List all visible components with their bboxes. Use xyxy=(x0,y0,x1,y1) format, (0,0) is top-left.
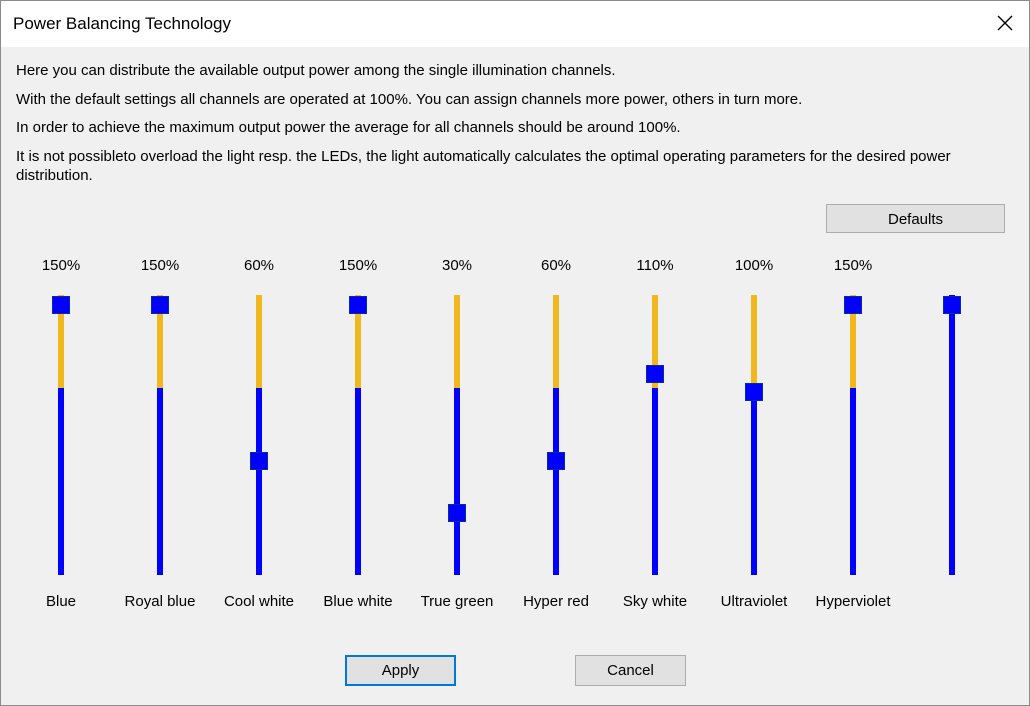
slider-base-segment xyxy=(751,388,757,575)
description-line-3: In order to achieve the maximum output p… xyxy=(16,119,681,136)
description-line-4: It is not possibleto overload the light … xyxy=(16,148,951,184)
slider-base-segment xyxy=(850,388,856,575)
close-icon[interactable] xyxy=(993,11,1017,35)
channel-value-label: 150% xyxy=(140,257,180,274)
slider-thumb[interactable] xyxy=(349,296,367,314)
slider-thumb[interactable] xyxy=(250,452,268,470)
slider-track[interactable] xyxy=(454,295,460,575)
channel-slider: 60% Cool white xyxy=(209,251,309,621)
apply-button[interactable]: Apply xyxy=(345,655,456,686)
channel-value-label: 110% xyxy=(636,257,674,274)
channel-slider: 100% Ultraviolet xyxy=(704,251,804,621)
defaults-button[interactable]: Defaults xyxy=(826,204,1005,233)
description-line-2: With the default settings all channels a… xyxy=(16,91,803,108)
slider-boost-segment xyxy=(553,295,559,389)
slider-boost-segment xyxy=(58,295,64,389)
slider-boost-segment xyxy=(850,295,856,389)
channel-name-label: Blue xyxy=(45,593,77,610)
slider-base-segment xyxy=(553,388,559,575)
channel-value-label: 150% xyxy=(41,257,81,274)
slider-thumb[interactable] xyxy=(448,504,466,522)
slider-base-segment xyxy=(58,388,64,575)
channel-name-label: Hyper red xyxy=(523,593,589,610)
slider-boost-segment xyxy=(751,295,757,389)
slider-thumb[interactable] xyxy=(844,296,862,314)
slider-track[interactable] xyxy=(256,295,262,575)
slider-track[interactable] xyxy=(157,295,163,575)
channel-name-label: Royal blue xyxy=(124,593,196,610)
slider-base-segment xyxy=(355,388,361,575)
slider-thumb[interactable] xyxy=(151,296,169,314)
slider-boost-segment xyxy=(652,295,658,389)
channel-slider xyxy=(902,251,1002,621)
channel-name-label: Cool white xyxy=(223,593,295,610)
slider-thumb[interactable] xyxy=(547,452,565,470)
slider-track[interactable] xyxy=(751,295,757,575)
channel-name-label: Blue white xyxy=(323,593,393,610)
channel-value-label: 30% xyxy=(441,257,473,274)
channel-value-label: 60% xyxy=(540,257,572,274)
slider-track[interactable] xyxy=(553,295,559,575)
slider-boost-segment xyxy=(949,295,955,389)
channel-slider: 110% Sky white xyxy=(605,251,705,621)
channel-value-label: 60% xyxy=(243,257,275,274)
slider-base-segment xyxy=(256,388,262,575)
channel-name-label: True green xyxy=(420,593,494,610)
slider-base-segment xyxy=(454,388,460,575)
channel-slider: 60% Hyper red xyxy=(506,251,606,621)
channel-slider: 150% Blue white xyxy=(308,251,408,621)
slider-thumb[interactable] xyxy=(52,296,70,314)
channel-slider: 30% True green xyxy=(407,251,507,621)
cancel-button[interactable]: Cancel xyxy=(575,655,686,686)
slider-track[interactable] xyxy=(949,295,955,575)
channel-name-label: Hyperviolet xyxy=(815,593,891,610)
slider-boost-segment xyxy=(454,295,460,389)
channel-slider: 150% Royal blue xyxy=(110,251,210,621)
description-line-1: Here you can distribute the available ou… xyxy=(16,62,616,79)
slider-base-segment xyxy=(652,388,658,575)
slider-base-segment xyxy=(949,388,955,575)
slider-track[interactable] xyxy=(58,295,64,575)
slider-base-segment xyxy=(157,388,163,575)
channel-slider: 150% Hyperviolet xyxy=(803,251,903,621)
channel-value-label: 150% xyxy=(833,257,873,274)
slider-boost-segment xyxy=(256,295,262,389)
channel-value-label: 150% xyxy=(338,257,378,274)
slider-boost-segment xyxy=(355,295,361,389)
slider-thumb[interactable] xyxy=(943,296,961,314)
window-title: Power Balancing Technology xyxy=(13,14,231,33)
slider-thumb[interactable] xyxy=(745,382,763,401)
title-bar: Power Balancing Technology xyxy=(1,1,1029,47)
slider-track[interactable] xyxy=(652,295,658,575)
channel-name-label: Ultraviolet xyxy=(720,593,788,610)
channel-slider: 150% Blue xyxy=(11,251,111,621)
channel-value-label: 100% xyxy=(734,257,774,274)
slider-boost-segment xyxy=(157,295,163,389)
slider-track[interactable] xyxy=(355,295,361,575)
slider-thumb[interactable] xyxy=(646,365,664,384)
channel-name-label: Sky white xyxy=(622,593,688,610)
slider-track[interactable] xyxy=(850,295,856,575)
